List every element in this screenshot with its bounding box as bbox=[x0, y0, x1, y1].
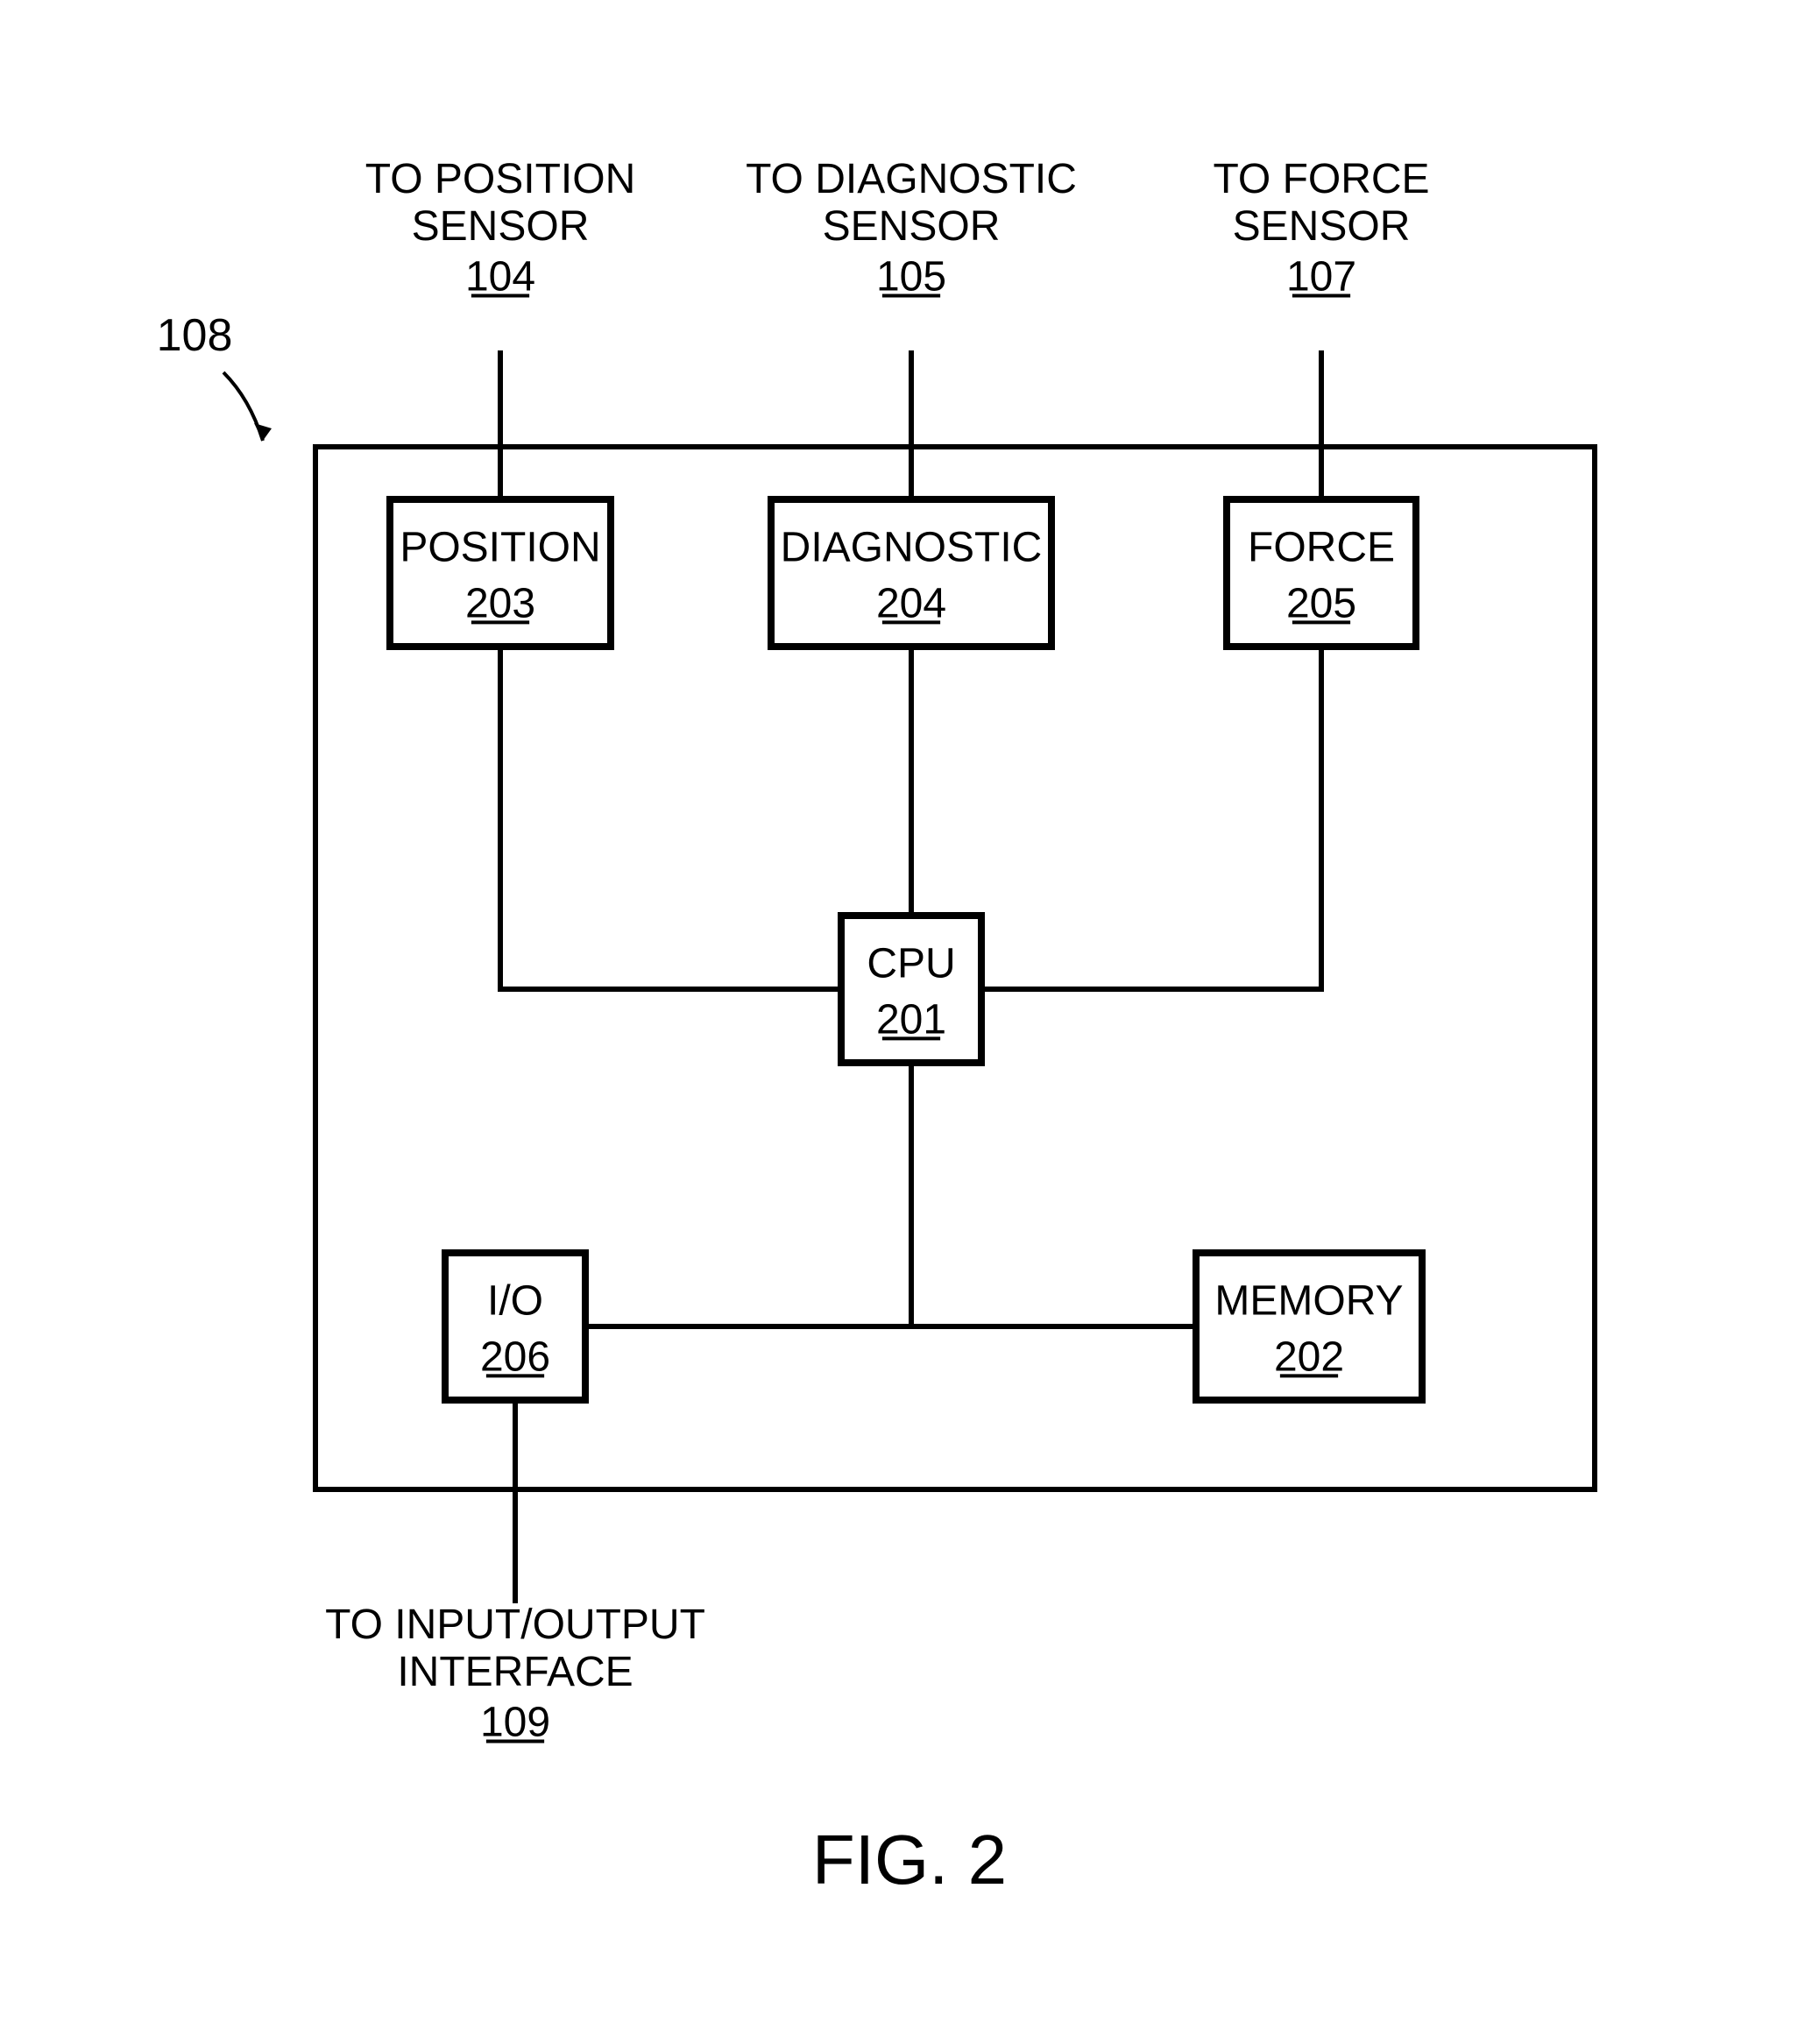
e-cpu-io bbox=[585, 1063, 911, 1326]
node-cpu: CPU 201 bbox=[841, 916, 981, 1063]
reference-arrowhead bbox=[254, 423, 272, 441]
node-diagnostic-label: DIAGNOSTIC bbox=[781, 525, 1043, 571]
ext-io-line: TO INPUT/OUTPUT bbox=[325, 1602, 705, 1648]
node-cpu-ref: 201 bbox=[876, 996, 946, 1043]
figure-title: FIG. 2 bbox=[812, 1821, 1007, 1899]
node-diagnostic-ref: 204 bbox=[876, 580, 946, 626]
block-diagram: 108TO POSITIONSENSOR104TO DIAGNOSTICSENS… bbox=[0, 0, 1819, 2044]
node-force-label: FORCE bbox=[1248, 525, 1395, 571]
node-io: I/O 206 bbox=[445, 1253, 585, 1400]
node-diagnostic: DIAGNOSTIC 204 bbox=[771, 499, 1051, 647]
node-io-label: I/O bbox=[487, 1278, 543, 1325]
reference-label: 108 bbox=[157, 310, 233, 361]
node-position: POSITION 203 bbox=[390, 499, 611, 647]
ext-force-ref: 107 bbox=[1286, 254, 1356, 301]
e-force-cpu bbox=[981, 647, 1321, 989]
node-io-ref: 206 bbox=[480, 1333, 550, 1380]
ext-position-line: TO POSITION bbox=[365, 156, 635, 202]
node-memory: MEMORY 202 bbox=[1196, 1253, 1422, 1400]
e-cpu-mem bbox=[911, 1063, 1196, 1326]
ext-io: TO INPUT/OUTPUTINTERFACE 109 bbox=[325, 1402, 705, 1746]
ext-diagnostic-line: SENSOR bbox=[823, 203, 1001, 250]
ext-diagnostic-ref: 105 bbox=[876, 254, 946, 301]
node-force-ref: 205 bbox=[1286, 580, 1356, 626]
ext-diagnostic-line: TO DIAGNOSTIC bbox=[746, 156, 1077, 202]
ext-io-ref: 109 bbox=[480, 1700, 550, 1746]
reference-pointer bbox=[223, 372, 263, 441]
node-position-label: POSITION bbox=[400, 525, 600, 571]
ext-io-line: INTERFACE bbox=[397, 1649, 633, 1695]
ext-force-line: TO FORCE bbox=[1213, 156, 1429, 202]
node-cpu-label: CPU bbox=[867, 941, 955, 987]
node-force: FORCE 205 bbox=[1227, 499, 1416, 647]
node-memory-ref: 202 bbox=[1274, 1333, 1344, 1380]
e-pos-cpu bbox=[500, 647, 841, 989]
ext-force-line: SENSOR bbox=[1233, 203, 1411, 250]
ext-position-line: SENSOR bbox=[412, 203, 590, 250]
node-position-ref: 203 bbox=[465, 580, 535, 626]
node-memory-label: MEMORY bbox=[1214, 1278, 1403, 1325]
ext-position-ref: 104 bbox=[465, 254, 535, 301]
